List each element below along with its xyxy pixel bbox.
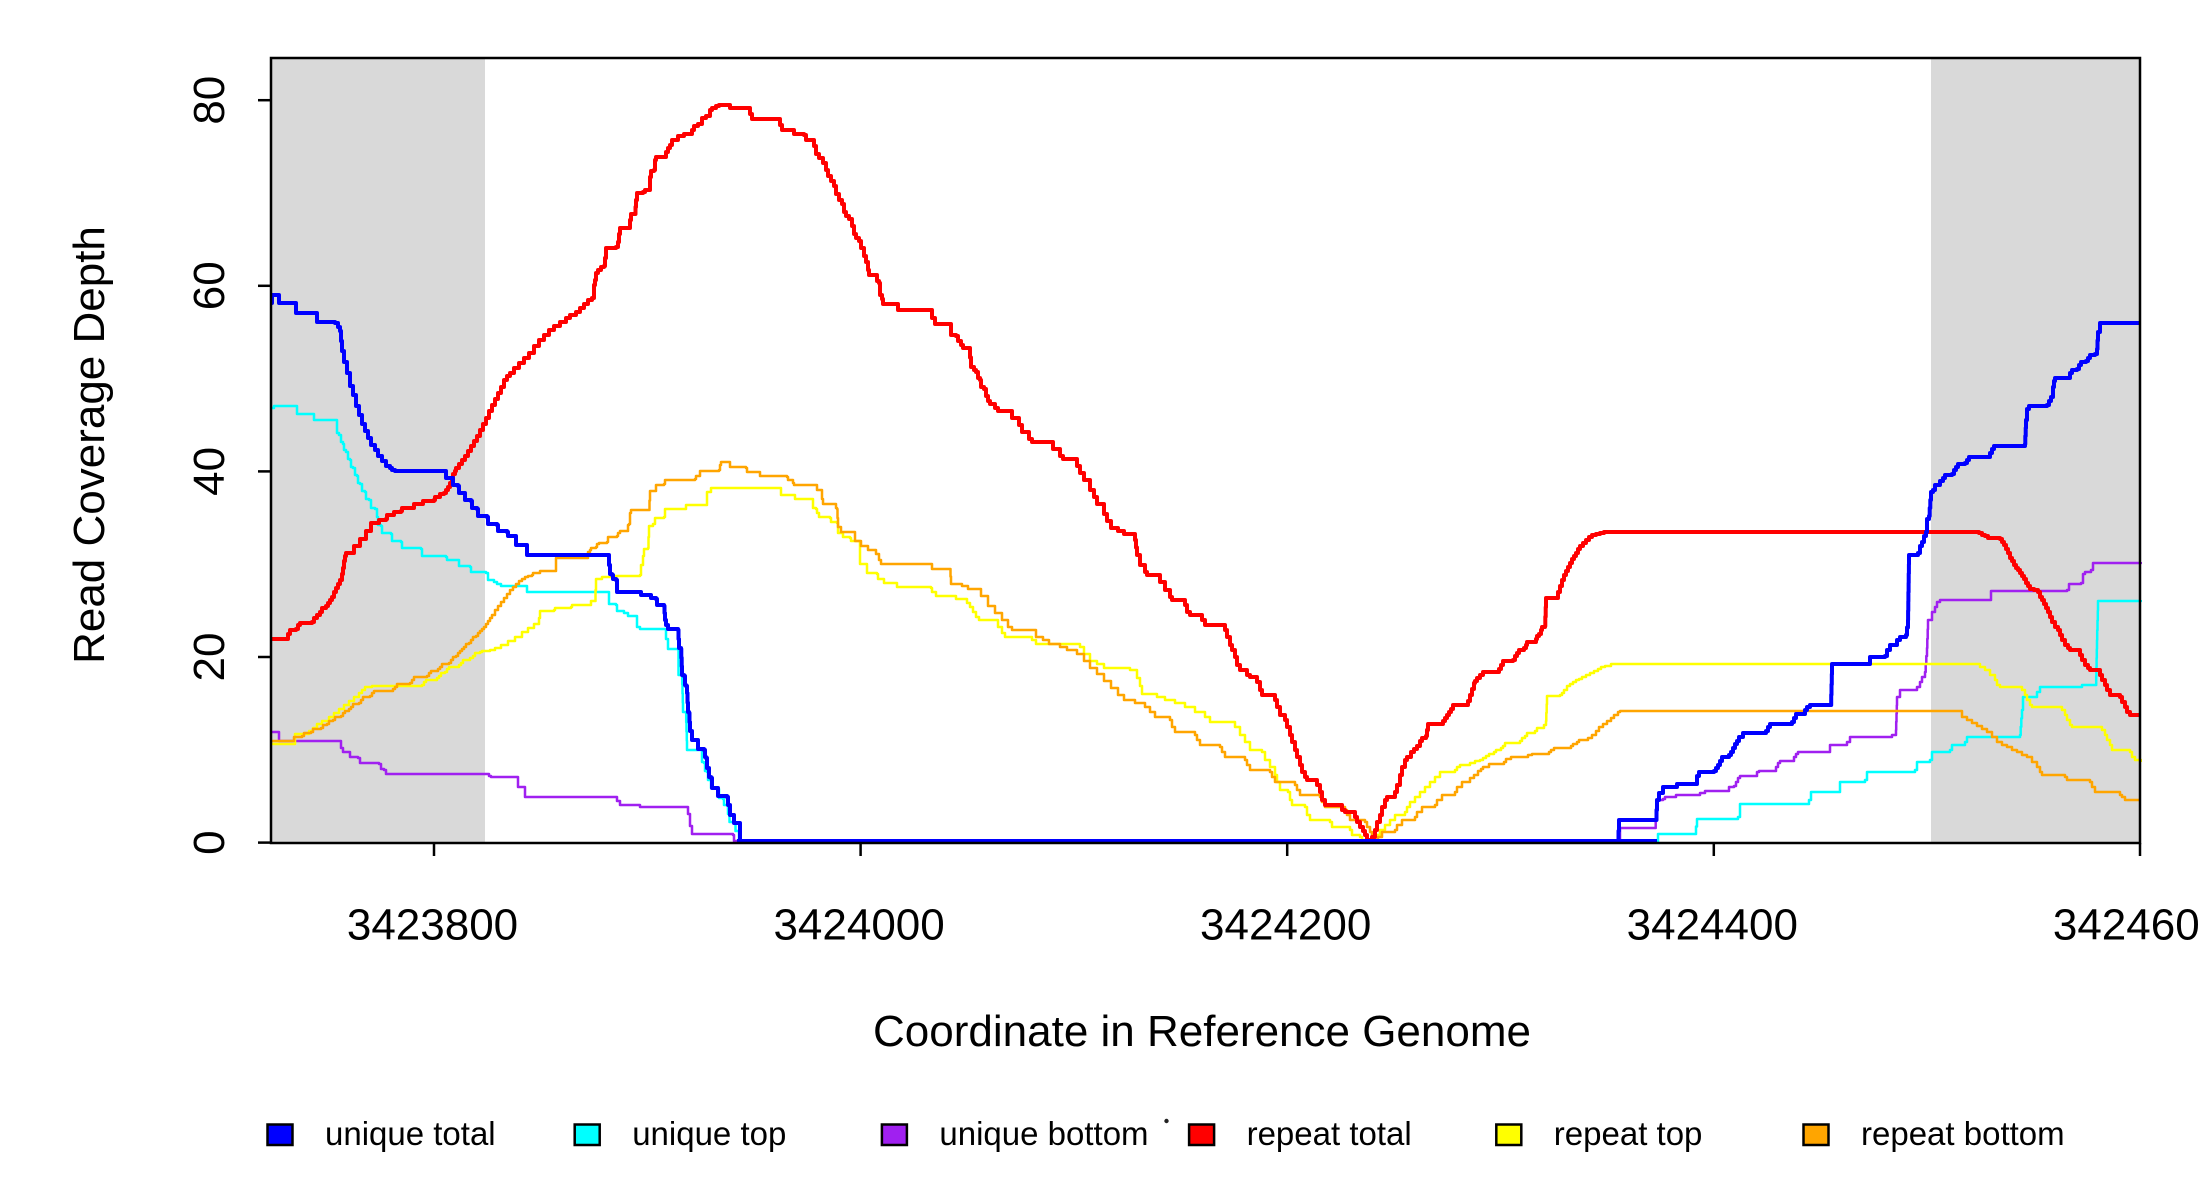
svg-text:3424400: 3424400 [1627, 901, 1798, 950]
svg-text:80: 80 [185, 76, 234, 125]
svg-text:3424200: 3424200 [1200, 901, 1371, 950]
svg-text:3424000: 3424000 [773, 901, 944, 950]
svg-text:0: 0 [185, 830, 234, 854]
svg-text:unique top: unique top [632, 1115, 786, 1152]
svg-text:3423800: 3423800 [347, 901, 518, 950]
svg-text:60: 60 [185, 261, 234, 310]
svg-text:repeat total: repeat total [1247, 1115, 1412, 1152]
svg-text:unique total: unique total [325, 1115, 496, 1152]
svg-text:3424600: 3424600 [2053, 901, 2200, 950]
svg-text:unique bottom: unique bottom [939, 1115, 1148, 1152]
svg-text:20: 20 [185, 633, 234, 682]
svg-text:repeat bottom: repeat bottom [1861, 1115, 2065, 1152]
svg-text:Coordinate in Reference Genome: Coordinate in Reference Genome [873, 1007, 1531, 1056]
svg-text:repeat top: repeat top [1554, 1115, 1703, 1152]
svg-text:Read Coverage Depth: Read Coverage Depth [65, 226, 114, 664]
svg-text:40: 40 [185, 447, 234, 496]
